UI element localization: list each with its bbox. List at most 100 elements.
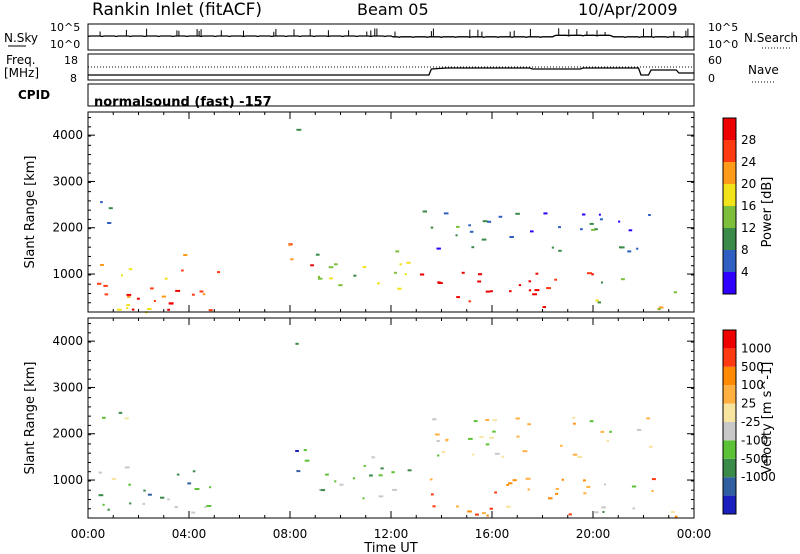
data-cell	[494, 491, 497, 494]
data-cell	[468, 300, 472, 303]
data-cell	[582, 213, 586, 216]
data-cell	[183, 254, 188, 256]
data-cell	[471, 453, 475, 456]
noise-spikes	[99, 28, 689, 38]
data-cell	[329, 277, 333, 280]
data-cell	[473, 420, 478, 423]
data-cell	[522, 450, 528, 453]
data-cell	[631, 485, 637, 488]
colorbar-segment	[723, 228, 736, 250]
cpid-panel: CPID normalsound (fast) -157	[18, 83, 695, 110]
data-cell	[124, 466, 130, 469]
y-tick-label: 2000	[52, 221, 83, 235]
data-cell	[111, 477, 117, 480]
data-cell	[378, 495, 384, 498]
data-cell	[658, 306, 664, 309]
colorbar-segment	[723, 495, 736, 514]
data-cell	[594, 228, 598, 231]
data-cell	[334, 480, 337, 483]
data-cell	[352, 477, 356, 480]
data-cell	[555, 492, 559, 495]
data-cell	[432, 418, 437, 421]
data-cell	[407, 469, 412, 472]
data-cell	[492, 430, 496, 433]
colorbar-segment	[723, 140, 736, 162]
data-cell	[509, 236, 514, 238]
data-cell	[422, 210, 427, 213]
data-cell	[191, 293, 195, 296]
data-cell	[598, 213, 601, 216]
data-cell	[583, 492, 587, 495]
data-cell	[107, 508, 110, 511]
site-title: Rankin Inlet (fitACF)	[92, 0, 262, 20]
data-cell	[377, 282, 380, 285]
power-ylabel: Slant Range [km]	[23, 156, 38, 269]
data-cell	[369, 474, 373, 477]
data-cell	[508, 482, 513, 485]
data-cell	[217, 271, 221, 274]
data-cell	[362, 497, 365, 500]
data-cell	[199, 290, 204, 293]
data-cell	[380, 467, 384, 470]
data-cell	[315, 253, 320, 256]
data-cell	[516, 435, 520, 438]
x-tick-label: 08:00	[273, 527, 308, 541]
data-cell	[406, 261, 411, 264]
data-cell	[586, 485, 591, 488]
data-cell	[456, 225, 460, 228]
data-cell	[317, 275, 321, 278]
data-cell	[102, 416, 106, 419]
data-cell	[353, 274, 357, 277]
data-cell	[147, 493, 152, 496]
data-cell	[126, 307, 129, 310]
data-cell	[591, 228, 596, 231]
data-cell	[209, 486, 212, 489]
data-cell	[167, 308, 170, 311]
data-cell	[475, 513, 479, 516]
data-cell	[419, 273, 425, 276]
x-tick-label: 00:00	[71, 527, 106, 541]
freq-trace	[88, 67, 694, 76]
data-cell	[194, 488, 200, 490]
data-cell	[392, 488, 397, 491]
data-cell	[648, 445, 653, 448]
data-cell	[136, 297, 140, 300]
data-cell	[378, 474, 383, 477]
colorbar-segment	[723, 348, 736, 367]
data-cell	[127, 295, 131, 298]
data-cell	[528, 280, 532, 283]
data-cell	[525, 477, 531, 480]
data-cell	[206, 505, 212, 507]
data-cell	[153, 300, 156, 302]
noise-left-tick-top: 10^5	[50, 21, 80, 34]
data-cell	[436, 440, 440, 442]
data-cell	[174, 506, 178, 509]
data-cell	[318, 488, 322, 491]
colorbar-segment	[723, 440, 736, 459]
colorbar-tick-label: 20	[741, 177, 756, 191]
power-yaxis: 1000 2000 3000 4000	[52, 117, 694, 313]
data-cell	[107, 222, 112, 224]
data-cell	[577, 456, 583, 458]
data-cell	[290, 258, 294, 261]
data-cell	[103, 284, 108, 287]
data-cell	[371, 456, 375, 459]
data-cell	[543, 212, 548, 215]
data-cell	[97, 282, 102, 285]
data-cell	[542, 306, 546, 309]
data-cell	[583, 479, 586, 482]
data-cell	[489, 507, 493, 510]
y-tick-label: 1000	[52, 473, 83, 487]
data-cell	[486, 514, 489, 517]
power-panel: 1000 2000 3000 4000 Slant Range [km] 4 8 12 16…	[23, 111, 775, 314]
data-cell	[646, 417, 650, 420]
data-cell	[527, 423, 531, 426]
data-cell	[594, 511, 599, 514]
data-cell	[595, 299, 599, 302]
data-cell	[443, 212, 449, 215]
data-cell	[303, 449, 307, 452]
data-cell	[161, 295, 166, 298]
data-cell	[597, 301, 601, 304]
data-cell	[591, 273, 594, 276]
